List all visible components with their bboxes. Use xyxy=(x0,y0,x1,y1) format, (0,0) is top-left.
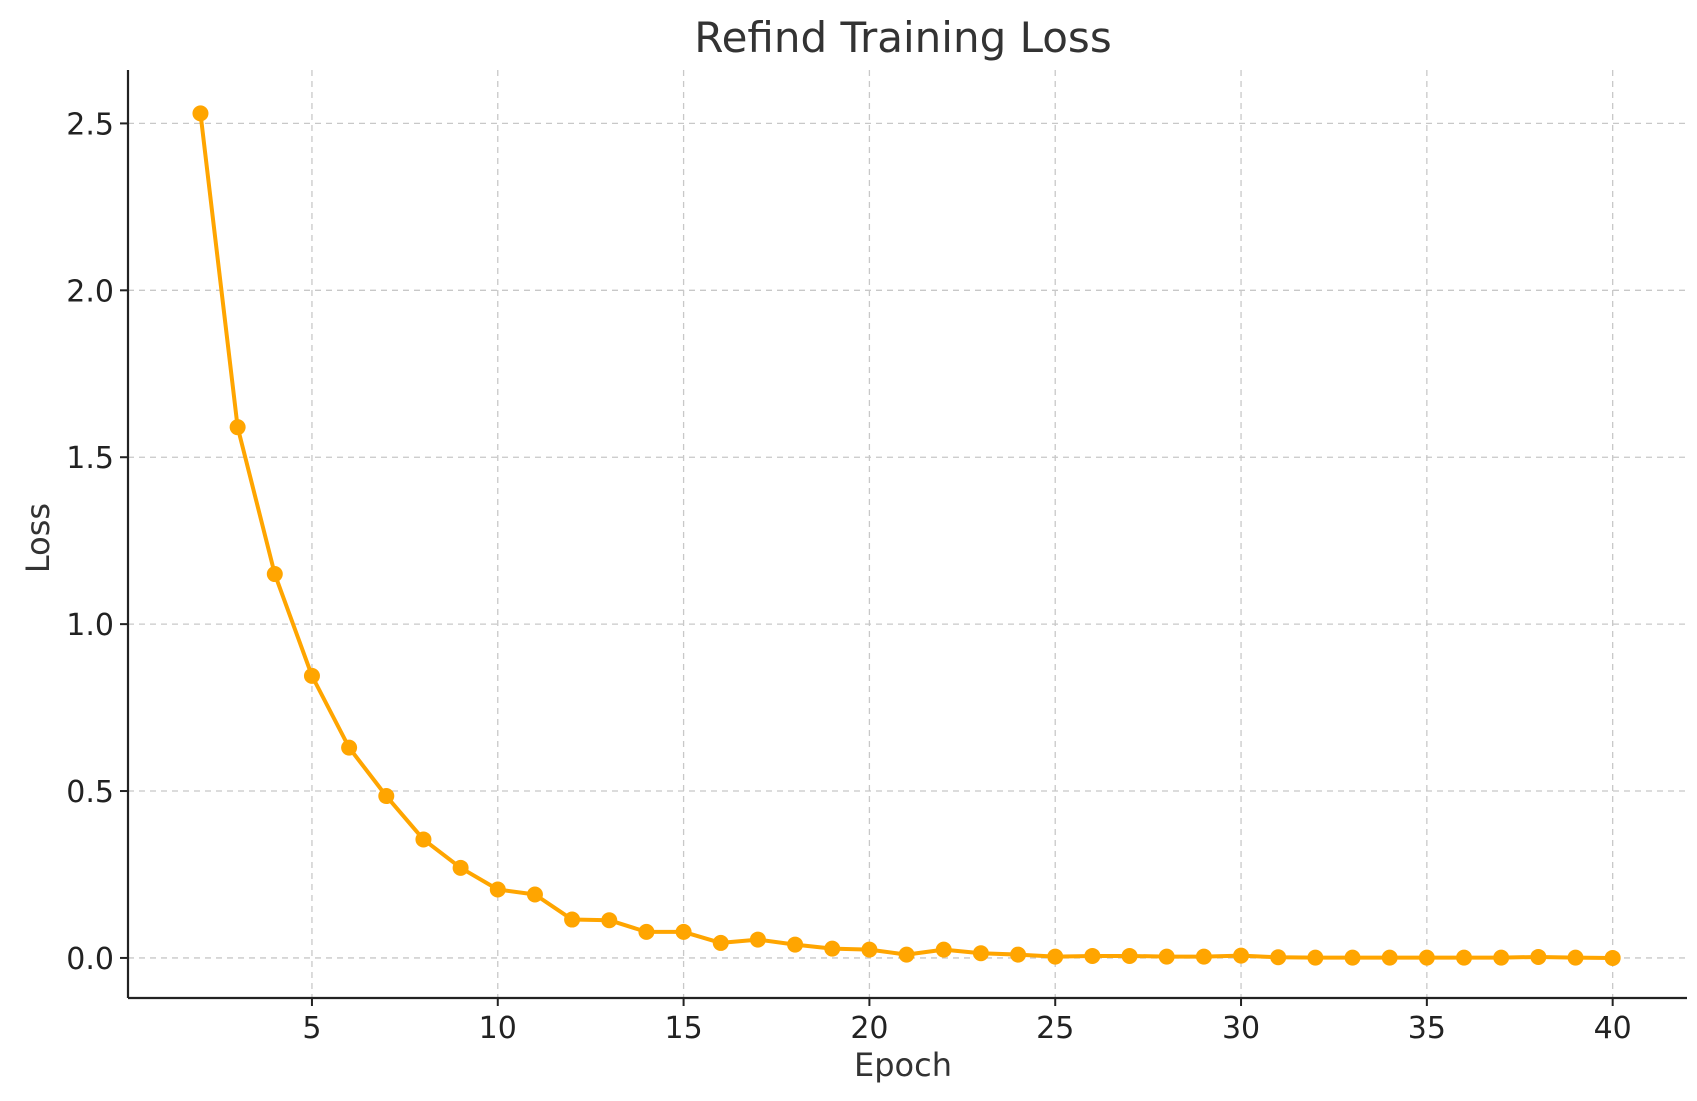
x-tick-label: 10 xyxy=(479,1011,517,1046)
data-point xyxy=(898,946,915,963)
data-point xyxy=(712,934,729,951)
x-tick-label: 20 xyxy=(850,1011,888,1046)
data-point xyxy=(1344,949,1361,966)
y-tick-label: 2.0 xyxy=(66,274,114,309)
data-point xyxy=(1158,948,1175,965)
data-point xyxy=(935,941,952,958)
data-point xyxy=(452,859,469,876)
data-point xyxy=(1381,949,1398,966)
data-point xyxy=(1307,949,1324,966)
data-point xyxy=(749,931,766,948)
data-point xyxy=(266,566,283,583)
data-point xyxy=(1121,947,1138,964)
data-point xyxy=(489,881,506,898)
ticks: 5 10 15 20 25 30 35 40 0.0 0.5 1.0 1.5 2.0 2.5 xyxy=(66,107,1631,1046)
data-point xyxy=(1604,949,1621,966)
data-point xyxy=(1418,949,1435,966)
x-tick-label: 25 xyxy=(1036,1011,1074,1046)
data-point xyxy=(1456,949,1473,966)
data-point xyxy=(341,739,358,756)
data-point xyxy=(303,667,320,684)
data-point xyxy=(861,941,878,958)
x-tick-label: 5 xyxy=(302,1011,321,1046)
data-point xyxy=(1047,948,1064,965)
series xyxy=(192,105,1621,966)
y-tick-label: 0.5 xyxy=(66,775,114,810)
data-point xyxy=(675,923,692,940)
data-point xyxy=(526,886,543,903)
data-point xyxy=(1233,947,1250,964)
data-point xyxy=(564,911,581,928)
chart-title: Refind Training Loss xyxy=(694,13,1111,62)
x-tick-label: 30 xyxy=(1222,1011,1260,1046)
axes xyxy=(126,70,1687,1000)
data-point xyxy=(1270,949,1287,966)
y-axis-label: Loss xyxy=(19,503,57,573)
data-point xyxy=(1084,947,1101,964)
data-point xyxy=(972,945,989,962)
y-tick-label: 1.5 xyxy=(66,441,114,476)
x-tick-label: 35 xyxy=(1408,1011,1446,1046)
y-tick-label: 1.0 xyxy=(66,608,114,643)
data-point xyxy=(1010,946,1027,963)
data-point xyxy=(638,923,655,940)
data-point xyxy=(1530,948,1547,965)
x-axis-label: Epoch xyxy=(854,1046,952,1084)
data-point xyxy=(1195,948,1212,965)
series-line xyxy=(198,111,1615,960)
data-point xyxy=(1567,949,1584,966)
data-point xyxy=(601,912,618,929)
y-tick-label: 0.0 xyxy=(66,942,114,977)
data-point xyxy=(1493,949,1510,966)
data-point xyxy=(824,940,841,957)
data-point xyxy=(229,419,246,436)
x-tick-label: 15 xyxy=(664,1011,702,1046)
data-point xyxy=(787,936,804,953)
data-point xyxy=(192,105,209,122)
y-tick-label: 2.5 xyxy=(66,107,114,142)
grid xyxy=(128,70,1687,998)
data-point xyxy=(415,831,432,848)
x-tick-label: 40 xyxy=(1594,1011,1632,1046)
data-point xyxy=(378,788,395,805)
